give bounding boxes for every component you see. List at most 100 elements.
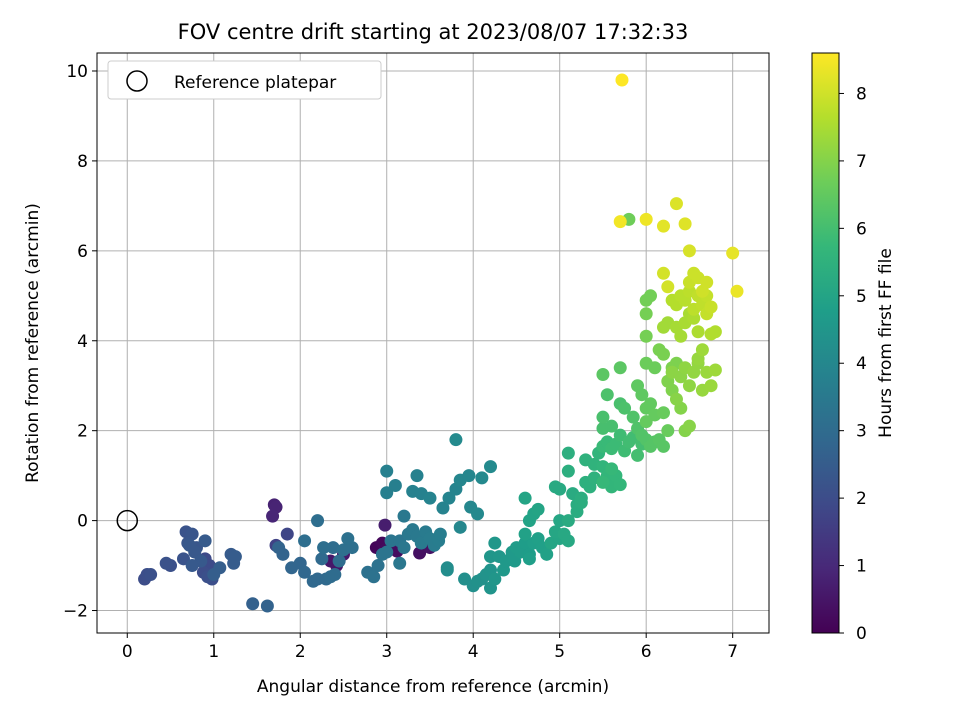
scatter-point [393, 556, 407, 570]
scatter-point [462, 469, 476, 483]
scatter-point [596, 410, 610, 424]
scatter-point [317, 541, 331, 555]
scatter-point [704, 300, 718, 314]
scatter-point [708, 325, 722, 339]
scatter-point [326, 541, 340, 555]
scatter-point [453, 520, 467, 534]
scatter-point [618, 401, 632, 415]
scatter-point [695, 343, 709, 357]
scatter-point [378, 518, 392, 532]
scatter-point [682, 379, 696, 393]
scatter-point [605, 462, 619, 476]
x-tick-label: 6 [641, 642, 652, 662]
scatter-point [332, 554, 346, 568]
scatter-point [674, 329, 688, 343]
colorbar-tick-label: 4 [856, 354, 867, 374]
scatter-point [433, 527, 447, 541]
grid [97, 53, 769, 633]
scatter-point [613, 215, 627, 229]
colorbar: 0 1 2 3 4 5 6 7 8 Hours from first FF file [811, 52, 896, 644]
scatter-point [700, 275, 714, 289]
reference-platepar-marker [116, 509, 139, 532]
x-tick-label: 5 [554, 642, 565, 662]
scatter-point [380, 486, 394, 500]
y-tick-label: 6 [77, 242, 88, 262]
y-axis-ticks: −2 0 2 4 6 8 10 [63, 62, 97, 622]
colorbar-tick-label: 5 [856, 287, 867, 307]
scatter-point [367, 570, 381, 584]
colorbar-tick-label: 2 [856, 489, 867, 509]
scatter-point [246, 597, 260, 611]
scatter-point [561, 446, 575, 460]
scatter-point [704, 379, 718, 393]
scatter-point [656, 439, 670, 453]
legend-label-reference: Reference platepar [174, 73, 336, 93]
scatter-point [280, 527, 294, 541]
scatter-point [371, 559, 385, 573]
x-tick-label: 4 [468, 642, 479, 662]
chart-title: FOV centre drift starting at 2023/08/07 … [178, 20, 689, 44]
scatter-point [198, 534, 212, 548]
colorbar-label: Hours from first FF file [876, 248, 896, 438]
scatter-point [185, 559, 199, 573]
scatter-point [449, 433, 463, 447]
y-tick-label: −2 [63, 602, 88, 622]
scatter-point [644, 289, 658, 303]
scatter-point [613, 361, 627, 375]
legend: Reference platepar [107, 60, 382, 100]
x-tick-label: 7 [727, 642, 738, 662]
scatter-point [669, 392, 683, 406]
scatter-point [639, 212, 653, 226]
scatter-point [644, 397, 658, 411]
scatter-point [613, 478, 627, 492]
scatter-point [726, 246, 740, 260]
scatter-point [639, 307, 653, 321]
scatter-point [298, 565, 312, 579]
x-tick-label: 3 [381, 642, 392, 662]
scatter-point [574, 491, 588, 505]
scatter-point [436, 501, 450, 515]
scatter-point [540, 547, 554, 561]
colorbar-tick-label: 6 [856, 219, 867, 239]
scatter-point [388, 479, 402, 493]
scatter-point [159, 556, 173, 570]
scatter-point [488, 536, 502, 550]
scatter-point [423, 491, 437, 505]
scatter-point [561, 464, 575, 478]
plot-frame [96, 52, 770, 634]
scatter-point [561, 534, 575, 548]
scatter-point [661, 424, 675, 438]
x-axis-label: Angular distance from reference (arcmin) [257, 677, 609, 697]
x-tick-label: 0 [122, 642, 133, 662]
x-tick-label: 2 [295, 642, 306, 662]
y-tick-label: 4 [77, 332, 88, 352]
scatter-point [691, 325, 705, 339]
scatter-point [341, 532, 355, 546]
y-axis-label: Rotation from reference (arcmin) [23, 203, 43, 483]
reference-marker-layer [116, 509, 139, 532]
y-tick-label: 8 [77, 152, 88, 172]
scatter-point [328, 568, 342, 582]
scatter-point [656, 406, 670, 420]
scatter-point [656, 219, 670, 233]
scatter-point [397, 541, 411, 555]
scatter-point [471, 507, 485, 521]
scatter-point [518, 491, 532, 505]
scatter-point [298, 534, 312, 548]
scatter-point [605, 419, 619, 433]
scatter-point [708, 363, 722, 377]
scatter-point [260, 599, 274, 613]
scatter-points [138, 73, 744, 613]
scatter-point [442, 491, 456, 505]
scatter-point [631, 448, 645, 462]
scatter-point [600, 388, 614, 402]
scatter-point [561, 514, 575, 528]
colorbar-tick-label: 0 [856, 624, 867, 644]
scatter-point [661, 280, 675, 294]
colorbar-gradient [811, 52, 840, 634]
scatter-point [669, 197, 683, 211]
x-axis-ticks: 0 1 2 3 4 5 6 7 [122, 633, 738, 662]
colorbar-tick-label: 7 [856, 152, 867, 172]
y-tick-label: 10 [66, 62, 88, 82]
